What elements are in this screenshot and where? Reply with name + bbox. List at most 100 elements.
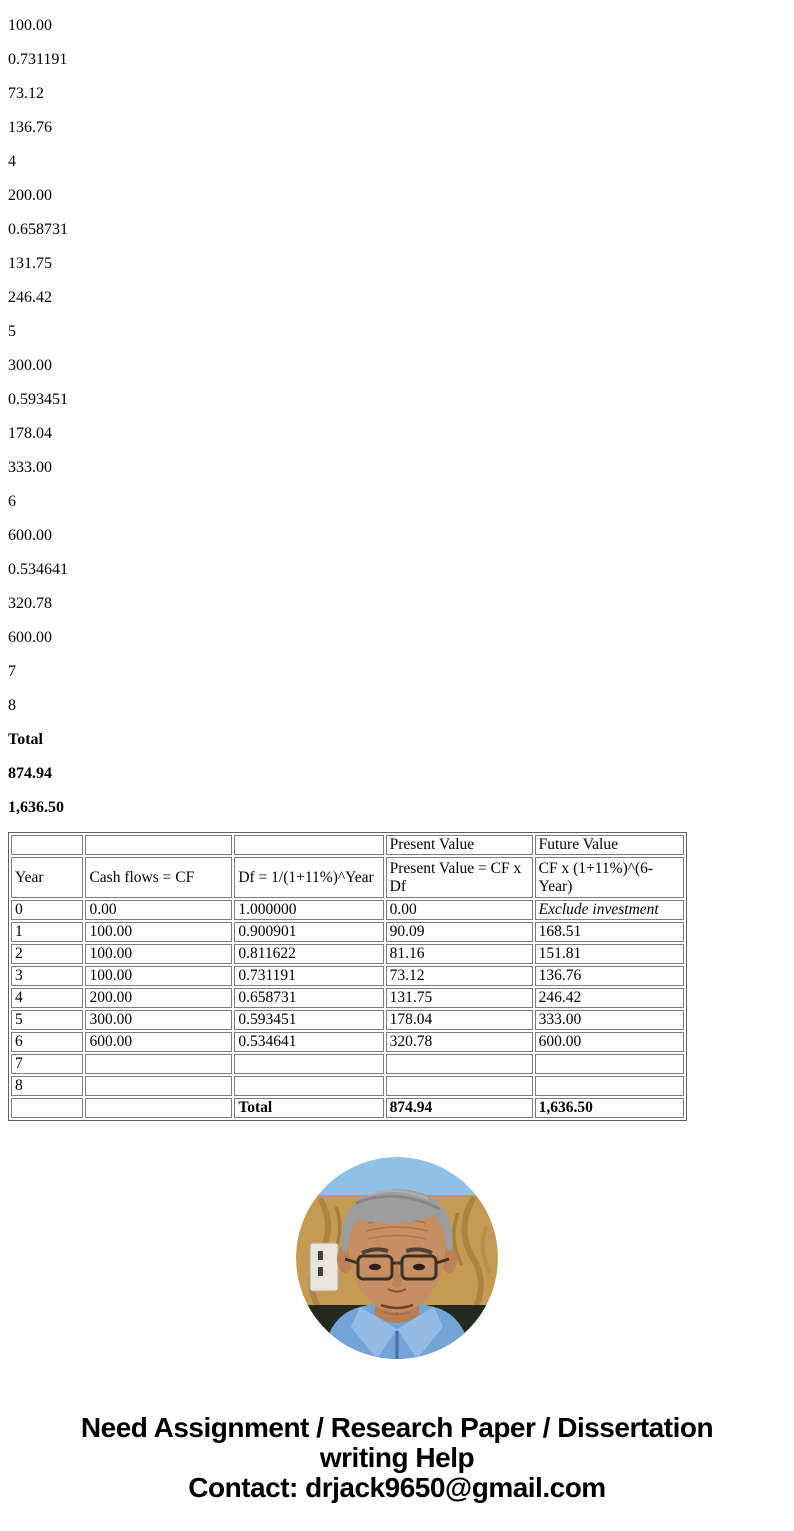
table-cell: 90.09: [385, 922, 533, 942]
table-cell: [234, 1076, 384, 1096]
table-cell: 0.811622: [234, 944, 384, 964]
table-cell: 100.00: [85, 922, 233, 942]
table-cell: [85, 1054, 233, 1074]
table-cell-total-label: Total: [234, 1098, 384, 1118]
worksheet-line-total-label: Total: [8, 731, 43, 748]
table-cell: 100.00: [85, 944, 233, 964]
worksheet-line: 200.00: [8, 187, 52, 204]
table-cell: [385, 1054, 533, 1074]
worksheet-line: 333.00: [8, 459, 52, 476]
table-cell: 0.00: [85, 900, 233, 920]
table-column-header-row: Year Cash flows = CF Df = 1/(1+11%)^Year…: [11, 857, 684, 898]
worksheet-line: 8: [8, 697, 16, 714]
table-cell: 8: [11, 1076, 84, 1096]
table-cell: 131.75: [385, 988, 533, 1008]
worksheet-line: 246.42: [8, 289, 52, 306]
table-cell: 0.731191: [234, 966, 384, 986]
table-cell: 1.000000: [234, 900, 384, 920]
worksheet-line: 4: [8, 153, 16, 170]
table-cell: 300.00: [85, 1010, 233, 1030]
table-total-row: Total 874.94 1,636.50: [11, 1098, 684, 1118]
table-cell: 7: [11, 1054, 84, 1074]
table-cell: [85, 835, 233, 855]
table-group-header-row: Present Value Future Value: [11, 835, 684, 855]
table-cell-exclude-investment: Exclude investment: [534, 900, 684, 920]
promo-line-1: Need Assignment / Research Paper / Disse…: [80, 1412, 714, 1443]
table-header-year: Year: [11, 857, 84, 898]
table-cell: 0.658731: [234, 988, 384, 1008]
table-cell: [234, 835, 384, 855]
table-cell: 151.81: [534, 944, 684, 964]
worksheet-line: 0.731191: [8, 51, 68, 68]
table-header-present-value: Present Value: [385, 835, 533, 855]
worksheet-line: 0.534641: [8, 561, 68, 578]
table-cell: 3: [11, 966, 84, 986]
worksheet-line: 136.76: [8, 119, 52, 136]
table-row-year-5: 5 300.00 0.593451 178.04 333.00: [11, 1010, 684, 1030]
table-cell: 333.00: [534, 1010, 684, 1030]
table-cell: 0.534641: [234, 1032, 384, 1052]
avatar-container: [8, 1157, 786, 1364]
worksheet-line-total-fv: 1,636.50: [8, 799, 64, 816]
table-header-df: Df = 1/(1+11%)^Year: [234, 857, 384, 898]
table-cell: 600.00: [534, 1032, 684, 1052]
table-header-cashflows: Cash flows = CF: [85, 857, 233, 898]
worksheet-line: 0.593451: [8, 391, 68, 408]
table-cell: 0.900901: [234, 922, 384, 942]
table-header-future-value: Future Value: [534, 835, 684, 855]
table-cell: [534, 1076, 684, 1096]
table-row-year-3: 3 100.00 0.731191 73.12 136.76: [11, 966, 684, 986]
table-cell: 2: [11, 944, 84, 964]
table-cell: 320.78: [385, 1032, 533, 1052]
table-cell: 178.04: [385, 1010, 533, 1030]
table-row-year-7: 7: [11, 1054, 684, 1074]
worksheet-line: 178.04: [8, 425, 52, 442]
table-cell: 5: [11, 1010, 84, 1030]
table-cell: 200.00: [85, 988, 233, 1008]
table-cell: 0: [11, 900, 84, 920]
worksheet-line: 131.75: [8, 255, 52, 272]
table-cell: [85, 1076, 233, 1096]
table-cell: [85, 1098, 233, 1118]
worksheet-line: 600.00: [8, 629, 52, 646]
table-row-year-4: 4 200.00 0.658731 131.75 246.42: [11, 988, 684, 1008]
table-cell: [234, 1054, 384, 1074]
table-header-fv-formula: CF x (1+11%)^(6-Year): [534, 857, 684, 898]
worksheet-line: 600.00: [8, 527, 52, 544]
worksheet-line: 300.00: [8, 357, 52, 374]
instructor-photo: [296, 1157, 498, 1359]
cashflow-table: Present Value Future Value Year Cash flo…: [8, 832, 687, 1121]
worksheet-line: 7: [8, 663, 16, 680]
table-header-pv-formula: Present Value = CF x Df: [385, 857, 533, 898]
table-cell: 246.42: [534, 988, 684, 1008]
table-row-year-6: 6 600.00 0.534641 320.78 600.00: [11, 1032, 684, 1052]
table-row-year-0: 0 0.00 1.000000 0.00 Exclude investment: [11, 900, 684, 920]
worksheet-text-block: 100.00 0.731191 73.12 136.76 4 200.00 0.…: [8, 0, 786, 817]
table-cell: 1: [11, 922, 84, 942]
promo-banner: Need Assignment / Research Paper / Disse…: [8, 1413, 786, 1503]
table-cell: 100.00: [85, 966, 233, 986]
table-cell: [11, 835, 84, 855]
worksheet-line-total-pv: 874.94: [8, 765, 52, 782]
table-cell: 136.76: [534, 966, 684, 986]
table-row-year-1: 1 100.00 0.900901 90.09 168.51: [11, 922, 684, 942]
table-cell: [11, 1098, 84, 1118]
table-cell-total-fv: 1,636.50: [534, 1098, 684, 1118]
worksheet-line: 73.12: [8, 85, 44, 102]
table-cell: [385, 1076, 533, 1096]
promo-contact-email: Contact: drjack9650@gmail.com: [188, 1472, 606, 1503]
worksheet-line: 0.658731: [8, 221, 68, 238]
promo-line-2: writing Help: [319, 1442, 475, 1473]
table-cell: 4: [11, 988, 84, 1008]
worksheet-line: 6: [8, 493, 16, 510]
table-cell: 73.12: [385, 966, 533, 986]
worksheet-line: 100.00: [8, 17, 52, 34]
table-cell: 6: [11, 1032, 84, 1052]
table-row-year-8: 8: [11, 1076, 684, 1096]
table-cell: 0.593451: [234, 1010, 384, 1030]
worksheet-line: 320.78: [8, 595, 52, 612]
worksheet-line: 5: [8, 323, 16, 340]
table-cell: 600.00: [85, 1032, 233, 1052]
table-cell: 0.00: [385, 900, 533, 920]
